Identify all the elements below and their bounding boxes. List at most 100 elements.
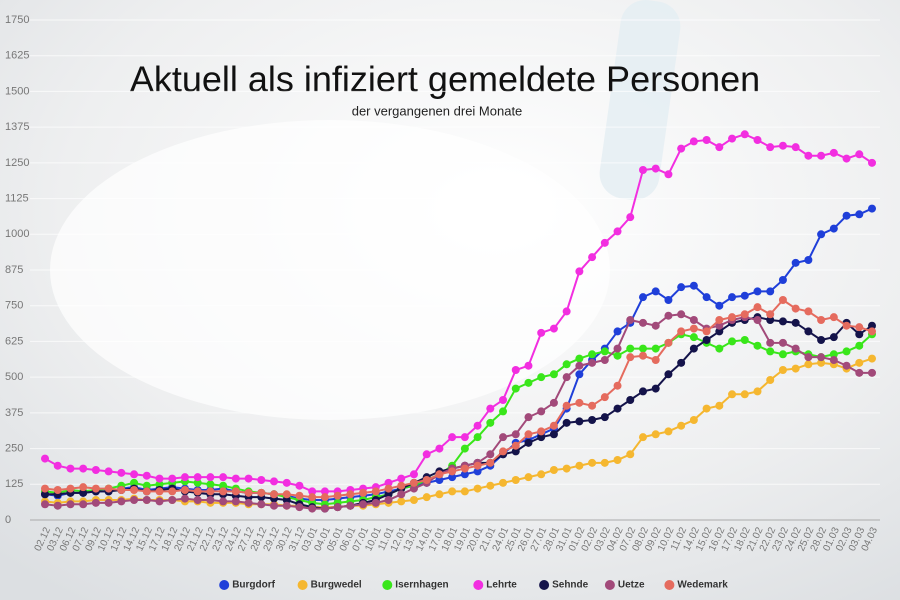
data-point [91,498,100,507]
data-point [855,323,864,332]
y-tick-label: 500 [5,371,23,383]
data-point [231,487,240,496]
data-point [651,287,660,296]
data-point [295,491,304,500]
data-point [664,296,673,304]
data-point [613,327,622,336]
y-tick-label: 1375 [5,121,29,133]
data-point [677,144,686,153]
data-point [855,368,864,377]
data-point [524,378,533,387]
data-point [778,366,787,374]
y-tick-label: 1500 [5,85,29,97]
legend-marker [539,580,550,590]
data-point [804,151,813,160]
y-tick-label: 875 [5,264,23,276]
data-point [638,166,647,174]
data-point [804,353,813,362]
data-point [435,470,444,479]
data-point [753,316,762,324]
data-point [664,311,673,320]
data-point [231,497,240,506]
y-tick-label: 125 [5,478,23,490]
data-point [460,444,469,453]
data-point [791,143,800,152]
data-point [168,474,177,483]
data-point [499,407,508,416]
y-tick-label: 750 [5,300,23,312]
data-point [206,473,215,482]
data-point [511,447,520,456]
data-point [715,327,724,336]
data-point [104,467,113,476]
data-point [66,484,75,493]
data-point [651,384,660,393]
data-point [180,486,189,494]
data-point [384,484,393,493]
data-point [435,444,444,453]
data-point [868,368,876,377]
data-point [575,361,584,370]
data-point [91,484,100,493]
data-point [524,413,533,422]
data-point [715,344,724,353]
data-point [868,327,876,336]
data-point [409,478,418,487]
data-point [791,304,800,313]
data-point [219,487,228,496]
data-point [766,143,775,152]
data-point [626,353,635,362]
data-point [791,344,800,353]
data-point [588,253,597,262]
legend-label: Burgwedel [311,580,362,591]
data-point [829,313,838,322]
data-point [282,501,291,510]
data-point [282,478,291,487]
data-point [626,344,635,353]
data-point [855,330,864,339]
data-point [448,487,457,496]
data-point [613,351,622,360]
legend-marker [382,580,393,590]
data-point [778,350,787,359]
data-point [817,151,826,160]
data-point [829,333,838,342]
data-point [409,484,418,493]
data-point [193,487,202,496]
data-point [91,466,100,474]
data-point [511,441,520,450]
data-point [575,370,584,379]
data-point [130,478,139,487]
data-point [664,370,673,379]
data-point [778,276,787,284]
data-point [753,387,762,396]
data-point [842,211,851,220]
legend-marker [297,580,308,590]
data-point [588,401,597,410]
data-point [104,498,113,507]
data-point [842,347,851,356]
data-point [499,396,508,404]
y-tick-label: 625 [5,335,23,347]
data-point [219,497,228,506]
data-point [397,474,406,483]
data-point [626,213,635,222]
data-point [473,421,482,430]
data-point [499,478,508,487]
data-point [562,464,571,473]
data-point [778,317,787,326]
data-point [689,416,698,424]
data-point [499,433,508,442]
data-point [499,447,508,456]
data-point [79,464,88,473]
data-point [397,481,406,490]
data-point [180,473,189,482]
data-point [231,474,240,483]
data-point [549,430,558,439]
data-point [206,496,215,504]
data-point [511,384,520,393]
data-point [702,136,711,144]
data-point [588,358,597,367]
data-point [537,427,546,436]
legend-marker [664,580,675,590]
